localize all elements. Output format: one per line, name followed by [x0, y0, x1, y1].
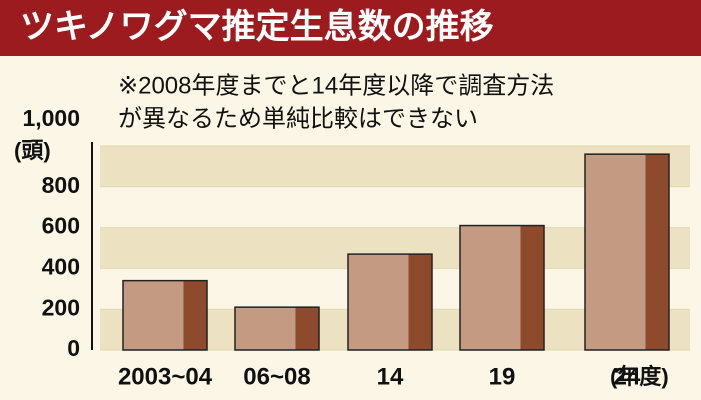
- bar: [584, 153, 670, 351]
- x-tick-label: 14: [377, 363, 404, 390]
- bar-outline: [347, 253, 433, 351]
- y-tick-label: 1,000: [22, 105, 80, 131]
- bar-outline: [584, 153, 670, 351]
- x-tick-label: 06~08: [243, 363, 310, 390]
- bar-side: [295, 307, 319, 350]
- note: ※2008年度までと14年度以降で調査方法: [118, 72, 554, 99]
- bar-face: [585, 154, 646, 350]
- y-tick-label: 800: [42, 172, 80, 198]
- y-unit: (頭): [14, 138, 51, 163]
- bar-face: [460, 225, 521, 350]
- bar: [347, 253, 433, 351]
- y-tick-label: 400: [42, 253, 80, 279]
- bar: [459, 224, 545, 351]
- title-bar: [0, 0, 701, 56]
- x-tick-label: 24: [614, 363, 641, 390]
- x-unit: (年度): [610, 364, 669, 389]
- y-tick-label: 600: [42, 213, 80, 239]
- bar: [234, 306, 320, 351]
- y-tick-label: 200: [42, 294, 80, 320]
- bar-outline: [459, 224, 545, 351]
- chart-title: ツキノワグマ推定生息数の推移: [20, 7, 494, 46]
- bar-side: [645, 154, 669, 350]
- plot: 0 200 400 600 800 1,000 2003~04 06~08 14 19 24: [22, 105, 690, 390]
- bar-face: [348, 254, 409, 350]
- bar-side: [183, 280, 207, 350]
- bar-face: [123, 280, 184, 350]
- bar-outline: [234, 306, 320, 351]
- bar-side: [408, 254, 432, 350]
- bar: [122, 279, 208, 351]
- y-tick-label: 0: [67, 335, 80, 361]
- x-tick-label: 2003~04: [118, 363, 213, 390]
- x-tick-label: 19: [489, 363, 516, 390]
- bar-outline: [122, 279, 208, 351]
- note: が異なるため単純比較はできない: [118, 105, 478, 132]
- bar-side: [520, 225, 544, 350]
- bar-face: [235, 307, 296, 350]
